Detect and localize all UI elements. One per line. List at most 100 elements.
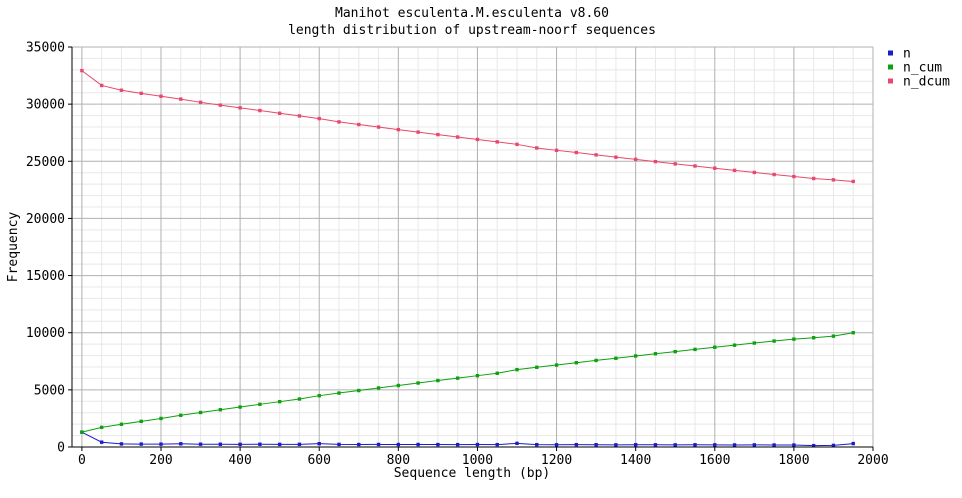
data-point <box>337 391 341 395</box>
tick-labels: 0 200 400 600 800 1000 1200 1400 1600 1800 2000050… <box>26 41 889 469</box>
data-point <box>614 443 618 447</box>
data-point <box>475 137 480 142</box>
data-point <box>752 341 757 345</box>
data-point <box>792 174 796 179</box>
data-point <box>396 127 401 132</box>
data-point <box>238 442 242 447</box>
data-point <box>653 443 658 447</box>
data-point <box>811 176 816 181</box>
series-n <box>80 430 855 448</box>
data-point <box>495 140 499 144</box>
data-point <box>337 120 341 124</box>
data-point <box>416 130 420 134</box>
data-point <box>119 88 124 92</box>
data-point <box>80 68 84 73</box>
data-point <box>772 443 776 447</box>
data-point <box>297 114 302 118</box>
data-point <box>653 352 658 356</box>
data-point <box>159 442 163 446</box>
data-point <box>416 442 420 447</box>
data-point <box>159 94 163 98</box>
y-tick-label: 30000 <box>26 98 65 113</box>
data-point <box>614 155 618 159</box>
legend-marker-n-dcum-icon <box>888 78 893 84</box>
data-point <box>693 443 697 447</box>
x-tick-label: 600 <box>307 453 330 468</box>
data-point <box>475 373 480 378</box>
data-point <box>732 443 737 447</box>
data-point <box>693 347 697 352</box>
data-point <box>317 116 321 121</box>
data-point <box>475 442 480 447</box>
data-point <box>515 367 519 372</box>
chart-subtitle: length distribution of upstream-noorf se… <box>288 23 656 38</box>
data-point <box>831 334 836 338</box>
data-point <box>831 443 836 448</box>
series-n_dcum <box>80 68 855 184</box>
legend-item-n: n <box>888 47 911 62</box>
data-point <box>218 408 223 412</box>
data-point <box>198 410 203 415</box>
x-tick-label: 2000 <box>857 453 888 468</box>
data-point <box>535 442 539 447</box>
data-point <box>732 168 737 173</box>
data-point <box>574 442 579 447</box>
data-series <box>80 68 855 448</box>
data-point <box>258 442 262 446</box>
data-point <box>99 425 104 430</box>
data-point <box>792 443 796 447</box>
data-point <box>495 371 499 375</box>
series-n_cum <box>80 331 855 434</box>
data-point <box>139 442 143 446</box>
data-point <box>772 172 776 177</box>
data-point <box>357 442 361 447</box>
data-point <box>297 442 302 447</box>
grid-major <box>72 46 874 447</box>
data-point <box>179 97 183 101</box>
data-point <box>455 442 460 447</box>
x-tick-label: 1000 <box>462 453 493 468</box>
data-point <box>792 337 796 341</box>
y-tick-label: 20000 <box>26 212 65 227</box>
x-tick-label: 1800 <box>778 453 809 468</box>
data-point <box>851 331 855 335</box>
data-point <box>811 336 816 340</box>
x-axis-label: Sequence length (bp) <box>394 466 551 481</box>
data-point <box>535 365 539 369</box>
data-point <box>238 405 242 409</box>
x-tick-label: 1400 <box>620 453 651 468</box>
data-point <box>376 386 381 390</box>
data-point <box>713 443 717 447</box>
data-point <box>653 159 658 164</box>
data-point <box>159 416 163 421</box>
axes <box>68 46 874 451</box>
data-point <box>99 440 104 444</box>
legend-marker-n-icon <box>888 50 893 56</box>
data-point <box>198 442 203 446</box>
y-tick-label: 0 <box>57 441 65 456</box>
data-point <box>436 378 440 383</box>
data-point <box>317 393 321 398</box>
data-point <box>317 441 321 446</box>
data-point <box>673 349 677 354</box>
data-point <box>80 430 84 434</box>
data-point <box>772 339 776 343</box>
data-point <box>218 103 223 107</box>
data-point <box>357 388 361 393</box>
y-tick-label: 25000 <box>26 155 65 170</box>
data-point <box>713 345 717 349</box>
data-point <box>198 100 203 105</box>
data-point <box>554 148 559 153</box>
data-point <box>119 422 124 426</box>
data-point <box>139 419 143 424</box>
data-point <box>752 170 757 175</box>
legend-label-n-dcum: n_dcum <box>903 75 950 90</box>
data-point <box>396 442 401 447</box>
data-point <box>258 402 262 407</box>
y-axis-label: Frequency <box>6 212 21 283</box>
x-tick-label: 1600 <box>699 453 730 468</box>
data-point <box>218 442 223 446</box>
data-point <box>357 122 361 127</box>
y-tick-label: 10000 <box>26 326 65 341</box>
